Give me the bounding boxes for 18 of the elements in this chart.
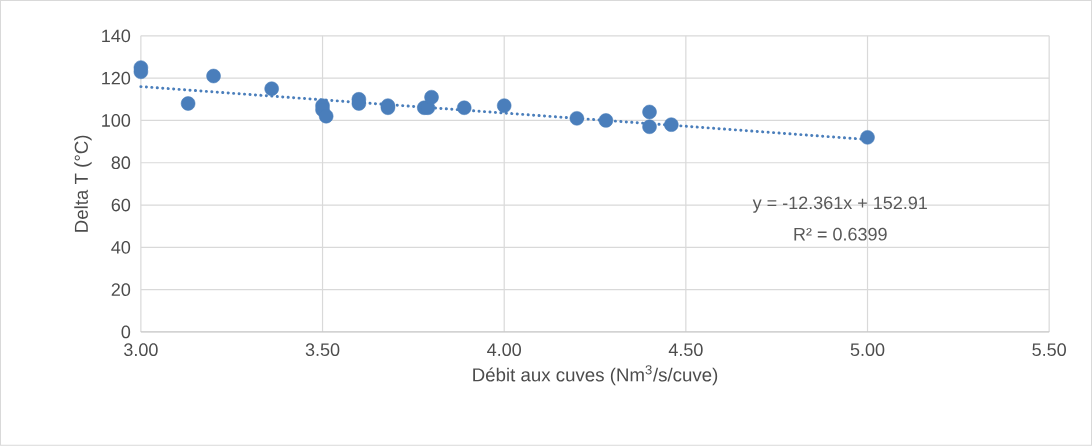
y-tick-label: 120 (102, 71, 131, 85)
y-axis-title: Delta T (°C) (74, 135, 92, 232)
y-tick-label: 100 (102, 114, 131, 127)
x-tick-label: 4.00 (487, 343, 522, 357)
x-axis-title: Débit aux cuves (Nm$^{3}$/s/cuve) (473, 365, 718, 386)
x-tick-label: 4.50 (668, 343, 703, 357)
x-tick-label: 5.00 (850, 343, 885, 357)
annotation: R² = 0.6399 (794, 227, 887, 241)
annotation: y = -12.361x + 152.91 (752, 196, 927, 213)
y-tick-label: 20 (111, 283, 131, 297)
y-tick-label: 60 (111, 198, 131, 212)
y-tick-label: 0 (121, 325, 131, 339)
y-tick-label: 80 (111, 156, 131, 170)
x-tick-label: 3.00 (124, 343, 158, 357)
y-tick-label: 40 (111, 241, 131, 254)
x-tick-label: 3.50 (305, 343, 340, 357)
x-tick-label: 5.50 (1032, 343, 1066, 357)
y-tick-label: 140 (102, 29, 131, 43)
